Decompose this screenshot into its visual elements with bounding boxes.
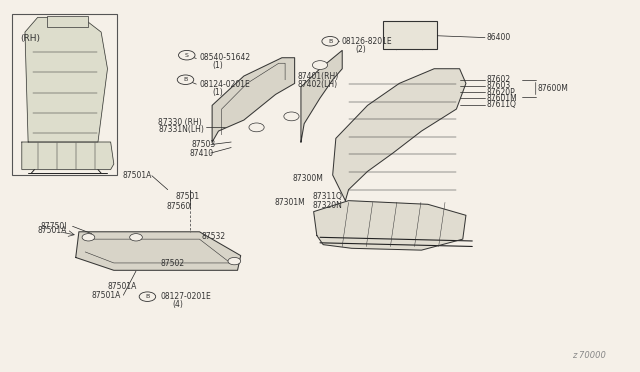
- Text: 87532: 87532: [202, 232, 225, 241]
- Circle shape: [179, 51, 195, 60]
- Text: 87501A: 87501A: [92, 291, 121, 300]
- Text: 87402(LH): 87402(LH): [298, 80, 338, 89]
- Text: 87300M: 87300M: [292, 174, 324, 183]
- Bar: [383, 21, 437, 49]
- Text: 08540-51642: 08540-51642: [200, 53, 251, 62]
- Circle shape: [177, 75, 194, 84]
- Circle shape: [284, 112, 299, 121]
- Bar: [47, 16, 88, 26]
- Text: 87560: 87560: [166, 202, 191, 211]
- Text: 87602: 87602: [486, 75, 510, 84]
- Polygon shape: [25, 17, 108, 142]
- Circle shape: [82, 234, 95, 241]
- Polygon shape: [314, 201, 466, 250]
- Circle shape: [130, 234, 142, 241]
- Text: 87320N: 87320N: [312, 201, 342, 209]
- Text: 86400: 86400: [486, 33, 511, 42]
- Polygon shape: [22, 142, 114, 170]
- Text: B: B: [328, 39, 332, 44]
- Text: 08127-0201E: 08127-0201E: [160, 292, 211, 301]
- Text: 87750I: 87750I: [41, 222, 67, 231]
- Text: 87311Q: 87311Q: [312, 192, 342, 202]
- Text: (1): (1): [212, 61, 223, 70]
- Text: 08126-8201E: 08126-8201E: [342, 37, 392, 46]
- Circle shape: [249, 123, 264, 132]
- Text: 87331N(LH): 87331N(LH): [158, 125, 204, 134]
- Circle shape: [139, 292, 156, 301]
- Text: 87502: 87502: [160, 259, 184, 268]
- Text: B: B: [184, 77, 188, 82]
- Circle shape: [228, 257, 241, 265]
- Text: 87330 (RH): 87330 (RH): [158, 118, 202, 128]
- Text: (2): (2): [355, 45, 365, 54]
- Text: 87503: 87503: [192, 140, 216, 149]
- Text: z 70000: z 70000: [572, 351, 605, 360]
- Text: 87501: 87501: [175, 192, 200, 201]
- Text: (1): (1): [212, 88, 223, 97]
- Polygon shape: [301, 51, 342, 142]
- Text: 87410: 87410: [189, 148, 213, 157]
- Text: S: S: [185, 53, 189, 58]
- Polygon shape: [76, 232, 241, 270]
- Text: 87301M: 87301M: [275, 198, 305, 207]
- Text: 87600M: 87600M: [538, 84, 568, 93]
- Circle shape: [312, 61, 328, 70]
- Text: B: B: [145, 294, 150, 299]
- Circle shape: [322, 36, 339, 46]
- Text: 87611Q: 87611Q: [486, 100, 516, 109]
- Text: 87501A: 87501A: [38, 226, 67, 235]
- Text: (4): (4): [173, 300, 184, 309]
- Text: 87501A: 87501A: [108, 282, 137, 291]
- Text: 87601M: 87601M: [486, 94, 517, 103]
- Text: 87603: 87603: [486, 81, 511, 90]
- Text: 87620P: 87620P: [486, 88, 515, 97]
- Bar: [12, 14, 117, 175]
- Text: 87501A: 87501A: [122, 171, 152, 180]
- Text: (RH): (RH): [20, 34, 40, 43]
- Text: 08124-0201E: 08124-0201E: [200, 80, 250, 89]
- Text: 87401(RH): 87401(RH): [298, 72, 339, 81]
- Polygon shape: [212, 58, 294, 142]
- Polygon shape: [333, 69, 466, 201]
